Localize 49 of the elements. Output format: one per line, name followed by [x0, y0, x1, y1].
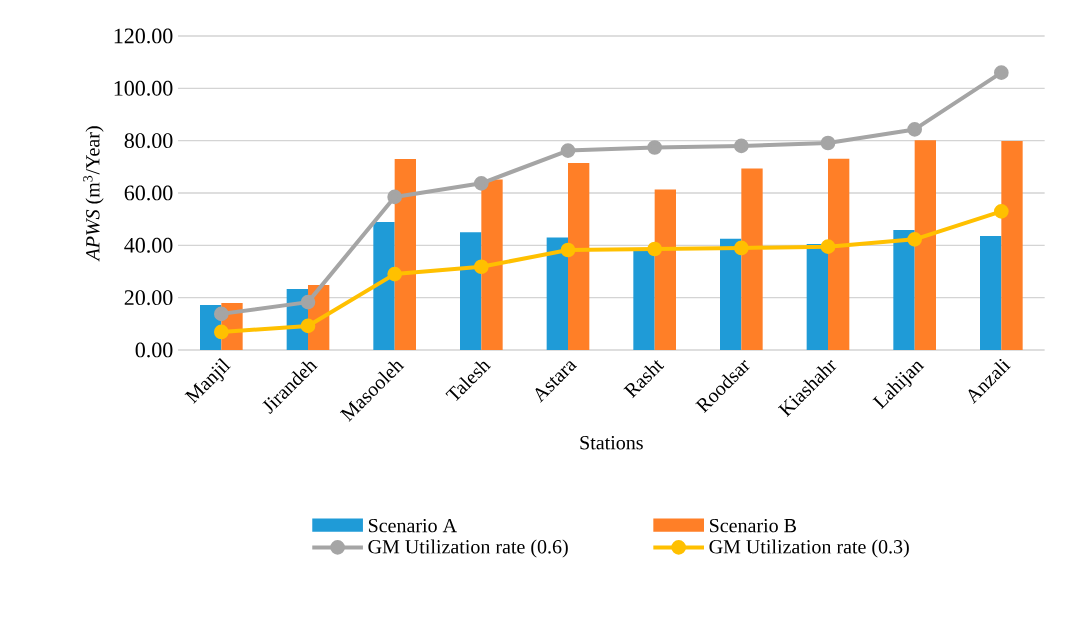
bar — [373, 222, 395, 350]
point — [474, 175, 489, 191]
point — [734, 240, 749, 256]
point — [994, 65, 1009, 80]
y-tick-label: 20.00 — [124, 290, 173, 306]
point — [560, 143, 576, 158]
point — [820, 239, 836, 254]
point — [474, 259, 489, 275]
point — [560, 242, 576, 258]
bar — [828, 158, 850, 350]
point — [214, 324, 229, 340]
point — [994, 203, 1009, 219]
point — [734, 138, 749, 154]
point — [647, 241, 662, 257]
bar — [568, 162, 590, 350]
y-tick-label: 80.00 — [124, 133, 173, 149]
y-tick-label: 40.00 — [124, 237, 173, 253]
y-tick-label: 0.00 — [135, 342, 173, 358]
bar — [394, 158, 416, 350]
bar — [1001, 140, 1023, 350]
bar — [654, 189, 676, 350]
bar — [546, 237, 568, 350]
point — [387, 266, 402, 282]
point — [907, 122, 922, 137]
y-tick-label: 120.00 — [114, 28, 173, 44]
bar — [893, 229, 915, 350]
point — [820, 135, 836, 151]
bar — [633, 249, 655, 350]
bar — [720, 238, 742, 350]
bar — [806, 244, 828, 350]
point — [300, 294, 316, 310]
bar — [914, 140, 936, 350]
bar — [741, 168, 763, 350]
y-tick-label: 60.00 — [124, 185, 173, 201]
legend-label: GM Utilization rate (0.6) — [368, 539, 568, 558]
legend-label: Scenario A — [368, 518, 457, 533]
point — [300, 318, 316, 334]
legend-label: GM Utilization rate (0.3) — [709, 539, 909, 558]
point — [647, 140, 662, 155]
y-axis-title: APWS (m$^{3}$/Year) — [83, 126, 104, 262]
bar — [980, 235, 1002, 350]
point — [907, 231, 922, 247]
legend-label: Scenario B — [710, 518, 796, 533]
bar — [481, 179, 503, 350]
point — [387, 189, 402, 205]
bar — [460, 232, 482, 350]
x-axis-title: Stations — [580, 436, 643, 450]
y-tick-label: 100.00 — [114, 80, 173, 96]
point — [214, 306, 229, 322]
